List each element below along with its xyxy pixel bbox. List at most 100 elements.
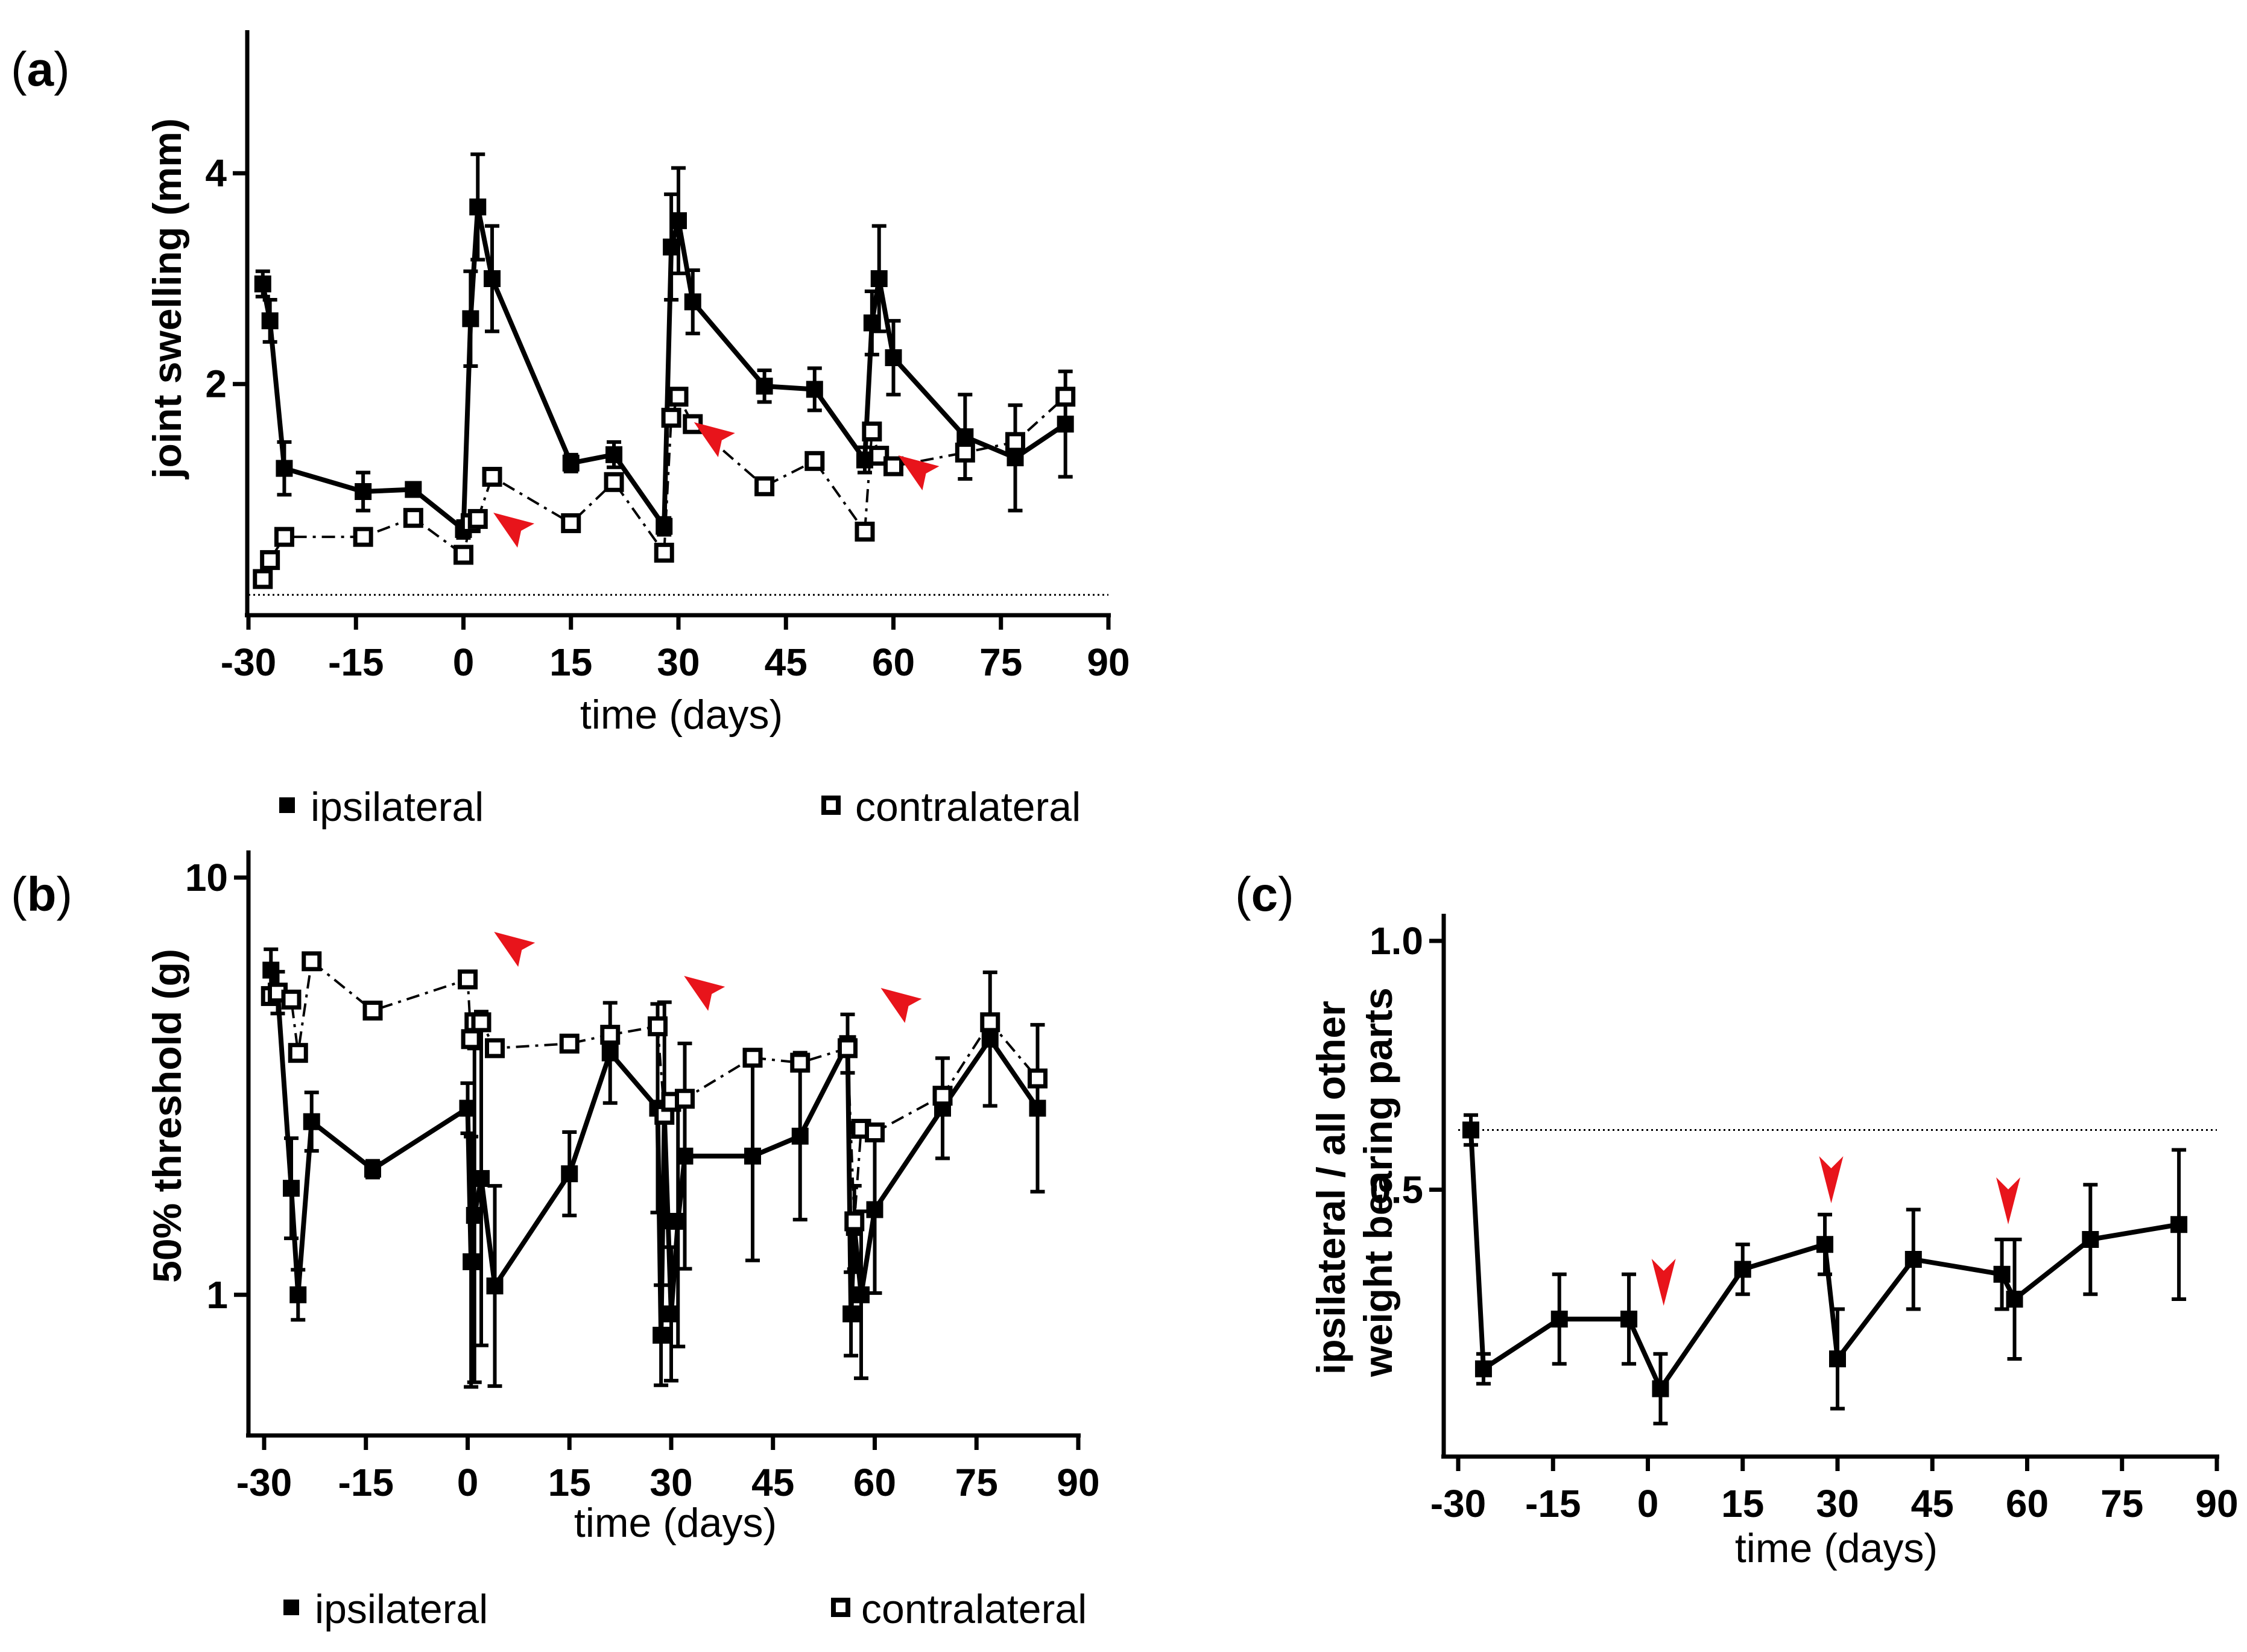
panel-c-chart: -30 -15 0 15 30 45 60 75 90 0.5 1.0	[1370, 914, 2239, 1525]
panel-label-b: (b)	[11, 867, 72, 921]
panel-letter-b: b	[27, 867, 57, 921]
a-contralateral-point-21	[955, 442, 975, 463]
a-ipsilateral-point-21	[956, 428, 974, 446]
legend-a-ipsilateral-marker	[279, 797, 295, 813]
a-ipsilateral-point-8	[484, 270, 501, 287]
c-arrow-1	[1819, 1156, 1844, 1203]
a-arrow-2	[898, 455, 940, 490]
c-ipsilateral-point-3	[1620, 1311, 1638, 1328]
b-y-tick-label-0: 1	[206, 1273, 228, 1317]
a-x-tick-label-6: 60	[872, 641, 915, 684]
a-ipsilateral-point-7	[469, 198, 487, 216]
b-y-tick-label-1: 10	[185, 856, 228, 899]
panel-a-x-axis-label: time (days)	[580, 692, 783, 738]
b-x-tick-label-4: 30	[649, 1461, 692, 1504]
panel-letter-c: c	[1251, 867, 1278, 921]
panel-label-a: (a)	[11, 42, 70, 96]
legend-b-ipsilateral-marker	[283, 1600, 299, 1615]
legend-a-contralateral-label: contralateral	[855, 784, 1081, 830]
a-contralateral-point-17	[855, 521, 875, 542]
b-contralateral-point-16	[675, 1089, 695, 1109]
a-x-tick-label-8: 90	[1087, 641, 1130, 684]
b-ipsilateral-point-2	[283, 1180, 300, 1197]
c-x-tick-label-1: -15	[1525, 1482, 1581, 1525]
b-contralateral-line	[270, 960, 1039, 1223]
a-contralateral-point-11	[654, 542, 674, 563]
b-ipsilateral-point-10	[486, 1277, 504, 1295]
b-x-tick-label-1: -15	[338, 1461, 394, 1504]
a-contralateral-point-20	[883, 456, 903, 476]
a-contralateral-point-4	[403, 508, 423, 528]
a-contralateral-point-18	[862, 421, 882, 441]
b-x-tick-label-0: -30	[236, 1461, 292, 1504]
b-ipsilateral-point-24	[853, 1286, 870, 1303]
c-x-tick-label-7: 75	[2100, 1482, 2143, 1525]
a-contralateral-point-8	[482, 467, 502, 487]
c-ipsilateral-point-9	[1993, 1265, 2011, 1283]
a-ipsilateral-point-20	[885, 349, 902, 367]
panel-label-c: (c)	[1235, 867, 1294, 921]
panel-b-y-axis-label: 50% threshold (g)	[145, 949, 189, 1283]
b-ipsilateral-point-9	[473, 1169, 490, 1187]
c-ipsilateral-point-11	[2082, 1231, 2099, 1248]
c-x-tick-label-6: 60	[2006, 1482, 2049, 1525]
a-contralateral-point-15	[754, 476, 775, 496]
a-ipsilateral-point-10	[605, 446, 623, 463]
c-ipsilateral-point-12	[2170, 1216, 2188, 1233]
panel-a-chart: -30 -15 0 15 30 45 60 75 90 2 4	[205, 30, 1130, 684]
a-ipsilateral-point-22	[1007, 449, 1024, 467]
c-ipsilateral-point-1	[1474, 1360, 1492, 1378]
a-x-tick-label-0: -30	[221, 641, 277, 684]
a-arrow-1	[694, 422, 735, 457]
b-contralateral-point-3	[288, 1043, 308, 1063]
a-ipsilateral-point-19	[870, 270, 888, 287]
b-x-tick-label-7: 75	[955, 1461, 998, 1504]
b-contralateral-point-6	[458, 969, 478, 990]
a-ipsilateral-point-15	[756, 378, 773, 395]
b-ipsilateral-point-20	[791, 1127, 809, 1145]
b-ipsilateral-point-27	[981, 1030, 999, 1048]
b-contralateral-point-17	[742, 1048, 763, 1068]
a-x-tick-label-4: 30	[657, 641, 700, 684]
a-ipsilateral-point-1	[261, 312, 279, 329]
a-ipsilateral-point-16	[806, 381, 823, 398]
a-contralateral-point-13	[668, 387, 689, 407]
a-ipsilateral-point-13	[670, 212, 687, 229]
a-contralateral-point-0	[253, 569, 273, 589]
a-ipsilateral-point-9	[562, 454, 580, 472]
b-contralateral-point-23	[932, 1086, 953, 1106]
legend-b-ipsilateral-label: ipsilateral	[315, 1586, 488, 1632]
a-contralateral-point-22	[1005, 432, 1026, 452]
b-x-tick-label-5: 45	[751, 1461, 794, 1504]
a-ipsilateral-point-6	[462, 310, 479, 328]
c-ipsilateral-point-5	[1734, 1261, 1751, 1278]
b-arrow-0	[494, 932, 536, 967]
b-ipsilateral-point-4	[303, 1113, 320, 1130]
panel-c-y-axis-label-line-2: weight bearing parts	[1356, 987, 1400, 1377]
b-contralateral-point-5	[362, 1001, 383, 1021]
panel-c-x-axis-label: time (days)	[1735, 1525, 1938, 1571]
a-x-tick-label-7: 75	[979, 641, 1022, 684]
a-ipsilateral-point-14	[684, 293, 701, 311]
c-x-tick-label-3: 15	[1721, 1482, 1764, 1525]
b-contralateral-point-7	[461, 1029, 481, 1049]
b-x-tick-label-2: 0	[457, 1461, 479, 1504]
b-contralateral-point-19	[838, 1038, 858, 1059]
panel-b-x-axis-label: time (days)	[574, 1500, 777, 1546]
c-arrow-0	[1651, 1259, 1676, 1306]
b-contralateral-point-24	[980, 1012, 1000, 1033]
b-ipsilateral-point-5	[364, 1160, 381, 1178]
c-x-tick-label-2: 0	[1637, 1482, 1659, 1525]
b-ipsilateral-point-19	[744, 1147, 761, 1165]
a-ipsilateral-point-4	[405, 481, 422, 498]
c-ipsilateral-point-6	[1816, 1236, 1834, 1253]
c-x-tick-label-5: 45	[1911, 1482, 1954, 1525]
a-x-tick-label-2: 0	[453, 641, 475, 684]
b-contralateral-point-2	[281, 989, 302, 1010]
a-contralateral-point-19	[869, 446, 890, 466]
legend-a-contralateral-marker	[821, 796, 841, 815]
panel-c-y-axis-label: ipsilateral / all other weight bearing p…	[1309, 987, 1400, 1377]
a-contralateral-point-3	[353, 527, 373, 547]
a-ipsilateral-point-3	[355, 483, 372, 500]
